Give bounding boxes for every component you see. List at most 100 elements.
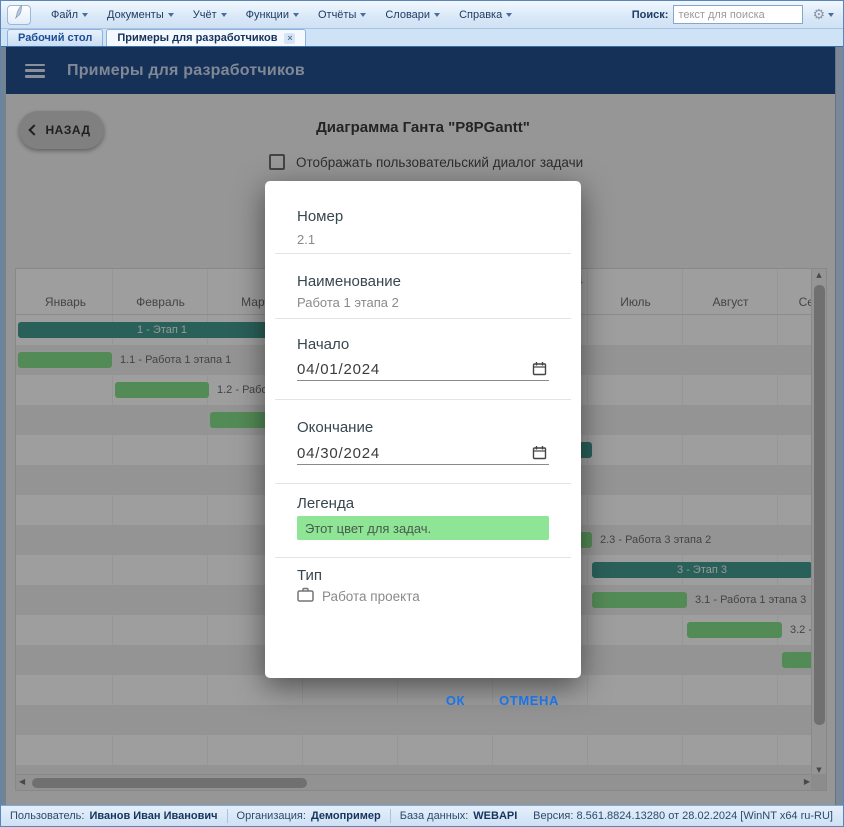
- gantt-bar-task[interactable]: [592, 592, 687, 608]
- scroll-down-icon[interactable]: ▼: [816, 766, 822, 774]
- scroll-up-icon[interactable]: ▲: [816, 271, 822, 279]
- custom-dialog-checkbox[interactable]: [269, 154, 285, 170]
- dialog-buttons: ОК ОТМЕНА: [442, 689, 563, 712]
- tabbar: Рабочий стол Примеры для разработчиков ×: [1, 29, 843, 47]
- close-icon[interactable]: ×: [284, 32, 296, 44]
- calendar-icon[interactable]: [532, 445, 547, 464]
- chevron-down-icon: [220, 12, 227, 17]
- chevron-down-icon: [434, 12, 441, 17]
- statusbar: Пользователь: Иванов Иван Иванович Орган…: [1, 805, 843, 826]
- custom-dialog-checkbox-label: Отображать пользовательский диалог задач…: [296, 154, 584, 170]
- start-date-input[interactable]: 04/01/2024: [297, 359, 549, 381]
- gantt-bar-label: 1.1 - Работа 1 этапа 1: [120, 354, 232, 366]
- page-title: Диаграмма Ганта "P8PGantt": [316, 119, 530, 136]
- custom-dialog-checkbox-row: Отображать пользовательский диалог задач…: [269, 154, 583, 170]
- horizontal-scroll-thumb[interactable]: [32, 778, 307, 788]
- gantt-bar-task[interactable]: [18, 352, 112, 368]
- app-logo-button[interactable]: [7, 4, 31, 25]
- gantt-horizontal-scrollbar[interactable]: ◀ ▶: [16, 774, 813, 790]
- gantt-bar-task[interactable]: [115, 382, 209, 398]
- gear-icon: ⚙: [812, 6, 825, 23]
- scroll-right-icon[interactable]: ▶: [803, 777, 810, 786]
- gantt-bar-label: 2.3 - Работа 3 этапа 2: [600, 534, 712, 546]
- briefcase-icon: [297, 587, 314, 605]
- search-input[interactable]: [673, 5, 804, 24]
- gantt-month-label: Февраль: [136, 295, 185, 309]
- gantt-bar-label: 3.1 - Работа 1 этапа 3: [695, 594, 807, 606]
- gantt-bar-stage[interactable]: 3 - Этап 3: [592, 562, 812, 578]
- tab-inactive[interactable]: Рабочий стол: [7, 29, 104, 46]
- gantt-bar-label: 1 - Этап 1: [137, 324, 187, 336]
- db-value: WEBAPI: [473, 810, 518, 822]
- cancel-button[interactable]: ОТМЕНА: [499, 693, 559, 708]
- divider: [275, 318, 571, 319]
- chevron-down-icon: [82, 12, 89, 17]
- app-header: Примеры для разработчиков: [6, 47, 837, 94]
- tab-active[interactable]: Примеры для разработчиков ×: [106, 29, 307, 46]
- end-date-label: Окончание: [297, 419, 374, 436]
- type-label: Тип: [297, 567, 323, 584]
- start-date-value: 04/01/2024: [297, 361, 381, 378]
- settings-button[interactable]: ⚙: [809, 7, 837, 23]
- gantt-month-label: Март: [241, 295, 270, 309]
- end-date-value: 04/30/2024: [297, 445, 381, 462]
- org-value: Демопример: [310, 810, 381, 822]
- window-right-border: [835, 47, 843, 807]
- gantt-month-label: Август: [712, 295, 749, 309]
- vertical-scroll-thumb[interactable]: [814, 285, 825, 725]
- menu-item[interactable]: Файл: [41, 6, 97, 24]
- gantt-month-label: Январь: [44, 295, 87, 309]
- divider: [275, 399, 571, 400]
- task-dialog: Номер 2.1 Наименование Работа 1 этапа 2 …: [265, 181, 581, 708]
- divider: [275, 253, 571, 254]
- gantt-bar-label: 3 - Этап 3: [677, 564, 727, 576]
- chevron-down-icon: [506, 12, 513, 17]
- menu-item[interactable]: Словари: [375, 6, 449, 24]
- back-button-label: НАЗАД: [45, 123, 91, 137]
- scroll-left-icon[interactable]: ◀: [19, 777, 26, 786]
- user-label: Пользователь:: [10, 810, 85, 822]
- window-left-border: [1, 47, 6, 807]
- hamburger-menu-icon[interactable]: [25, 63, 45, 78]
- gantt-vertical-scrollbar[interactable]: ▲ ▼: [811, 269, 826, 776]
- statusbar-db: База данных: WEBAPI: [391, 809, 527, 823]
- chevron-down-icon: [360, 12, 367, 17]
- chevron-down-icon: [292, 12, 299, 17]
- start-date-label: Начало: [297, 336, 350, 353]
- menu-item[interactable]: Учёт: [183, 6, 236, 24]
- app-header-title: Примеры для разработчиков: [67, 61, 305, 79]
- menu-item[interactable]: Документы: [97, 6, 183, 24]
- statusbar-user: Пользователь: Иванов Иван Иванович: [7, 809, 228, 823]
- name-value: Работа 1 этапа 2: [297, 295, 399, 310]
- db-label: База данных:: [399, 810, 469, 822]
- gantt-month-label: Июль: [620, 295, 651, 309]
- statusbar-org: Организация: Демопример: [228, 809, 391, 823]
- ok-button[interactable]: ОК: [445, 693, 466, 708]
- chevron-down-icon: [828, 12, 834, 17]
- statusbar-version: Версия: 8.561.8824.13280 от 28.02.2024 […: [533, 810, 833, 822]
- back-button[interactable]: НАЗАД: [19, 111, 104, 149]
- legend-text: Этот цвет для задач.: [305, 520, 432, 536]
- gantt-bar-task[interactable]: [687, 622, 782, 638]
- chevron-down-icon: [167, 12, 174, 17]
- number-value: 2.1: [297, 232, 316, 247]
- divider: [275, 483, 571, 484]
- menu-item[interactable]: Справка: [449, 6, 521, 24]
- menu-item[interactable]: Отчёты: [308, 6, 375, 24]
- user-value: Иванов Иван Иванович: [89, 810, 218, 822]
- quill-icon: [13, 4, 25, 24]
- gantt-bar-stage[interactable]: 1 - Этап 1: [18, 322, 306, 338]
- divider: [275, 557, 571, 558]
- calendar-icon[interactable]: [532, 361, 547, 380]
- menu-items: Файл Документы Учёт Функции Отчёты Словари Спр…: [41, 6, 521, 24]
- scrollbar-corner: [811, 774, 826, 790]
- menubar: Файл Документы Учёт Функции Отчёты Словари Спр…: [1, 1, 843, 29]
- number-label: Номер: [297, 208, 344, 225]
- menu-item[interactable]: Функции: [236, 6, 308, 24]
- legend-label: Легенда: [297, 495, 355, 512]
- org-label: Организация:: [236, 810, 306, 822]
- gantt-row: [16, 705, 813, 735]
- end-date-input[interactable]: 04/30/2024: [297, 443, 549, 465]
- type-row: Работа проекта: [297, 587, 420, 605]
